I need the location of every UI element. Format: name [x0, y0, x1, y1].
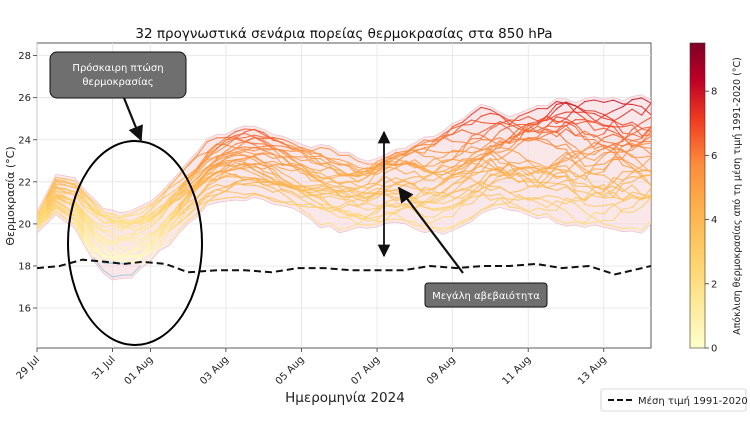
colorbar-tick-label: 4 — [711, 215, 717, 226]
legend-climatology-label: Μέση τιμή 1991-2020 — [638, 395, 748, 407]
dip-arrow — [122, 97, 143, 142]
colorbar-ticks: 0 2 4 6 8 — [705, 87, 717, 355]
x-tick-label: 01 Aug — [123, 354, 156, 387]
x-axis-label: Ημερομηνία 2024 — [285, 390, 405, 406]
x-axis: 29 Jul 31 Jul 01 Aug 03 Aug 05 Aug 07 Aug 09 A… — [15, 348, 609, 387]
y-axis-label: Θερμοκρασία (°C) — [4, 146, 17, 245]
y-tick-label: 20 — [18, 219, 31, 230]
x-tick-label: 11 Aug — [500, 354, 533, 387]
climatology-line — [37, 258, 651, 276]
climatology-layer — [37, 258, 651, 276]
dip-annotation-box — [49, 51, 187, 99]
y-tick-label: 22 — [18, 177, 31, 188]
x-tick-label: 31 Jul — [90, 354, 118, 382]
x-tick-label: 05 Aug — [274, 354, 307, 387]
colorbar-tick-label: 0 — [711, 344, 717, 355]
ensemble-member-line — [37, 99, 651, 224]
uncertainty-annotation-text: Μεγάλη αβεβαιότητα — [432, 290, 540, 302]
y-tick-label: 28 — [18, 51, 31, 62]
uncertainty-annotation-box — [424, 282, 548, 308]
uncertainty-arrow — [398, 186, 464, 274]
colorbar — [689, 42, 706, 349]
x-tick-label: 13 Aug — [576, 354, 609, 387]
dip-annotation-line-2: θερμοκρασίας — [82, 76, 153, 88]
legend — [600, 388, 747, 412]
colorbar-tick-label: 2 — [711, 279, 717, 290]
y-tick-label: 24 — [18, 135, 31, 146]
x-tick-label: 29 Jul — [15, 354, 43, 382]
y-tick-label: 18 — [18, 261, 31, 272]
dip-annotation-line-1: Πρόσκαιρη πτώση — [72, 62, 163, 74]
ensemble-member-line — [37, 97, 651, 225]
x-tick-label: 09 Aug — [425, 354, 458, 387]
ensemble-member-line — [37, 101, 651, 228]
colorbar-tick-label: 6 — [711, 151, 717, 162]
ensemble-members — [37, 97, 651, 278]
x-tick-label: 07 Aug — [349, 354, 382, 387]
y-tick-label: 16 — [18, 304, 31, 315]
colorbar-label: Απόκλιση θερμοκρασίας από τη μέση τιμή 1… — [732, 57, 743, 335]
y-axis: 16 18 20 22 24 26 28 — [18, 51, 37, 315]
x-tick-label: 03 Aug — [198, 354, 231, 387]
y-tick-label: 26 — [18, 93, 31, 104]
colorbar-tick-label: 8 — [711, 87, 717, 98]
chart-title: 32 προγνωστικά σενάρια πορείας θερμοκρασ… — [135, 26, 552, 42]
